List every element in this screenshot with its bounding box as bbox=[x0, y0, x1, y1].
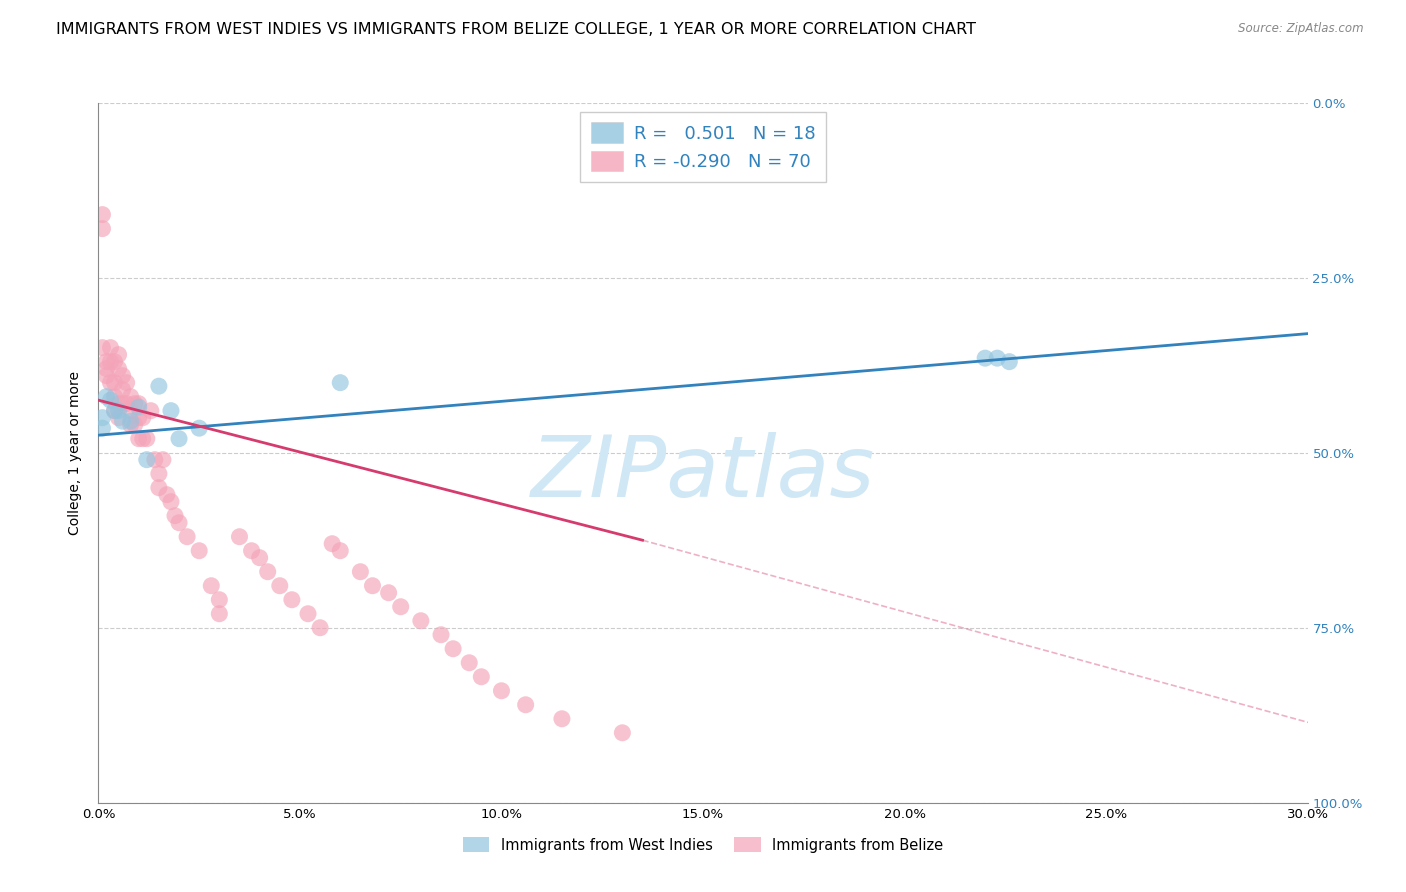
Point bbox=[148, 481, 170, 495]
Point bbox=[551, 712, 574, 726]
Point bbox=[132, 432, 155, 446]
Point bbox=[612, 726, 634, 740]
Point bbox=[132, 410, 155, 425]
Point bbox=[96, 354, 118, 368]
Point bbox=[329, 543, 352, 558]
Point bbox=[281, 592, 304, 607]
Point bbox=[470, 670, 492, 684]
Point bbox=[249, 550, 271, 565]
Point bbox=[200, 579, 222, 593]
Point bbox=[107, 361, 129, 376]
Point bbox=[100, 354, 122, 368]
Point bbox=[124, 397, 146, 411]
Point bbox=[228, 530, 250, 544]
Point bbox=[143, 452, 166, 467]
Point bbox=[96, 368, 118, 383]
Point bbox=[111, 368, 134, 383]
Point bbox=[430, 628, 453, 642]
Text: IMMIGRANTS FROM WEST INDIES VS IMMIGRANTS FROM BELIZE COLLEGE, 1 YEAR OR MORE CO: IMMIGRANTS FROM WEST INDIES VS IMMIGRANT… bbox=[56, 22, 976, 37]
Point bbox=[256, 565, 278, 579]
Point bbox=[96, 361, 118, 376]
Point bbox=[135, 432, 157, 446]
Point bbox=[128, 400, 150, 414]
Point bbox=[377, 586, 399, 600]
Point bbox=[208, 592, 231, 607]
Point bbox=[148, 467, 170, 481]
Point bbox=[160, 403, 183, 417]
Point bbox=[128, 397, 150, 411]
Point bbox=[135, 452, 157, 467]
Point bbox=[349, 565, 371, 579]
Point bbox=[128, 432, 150, 446]
Point bbox=[269, 579, 291, 593]
Point bbox=[91, 208, 114, 222]
Point bbox=[91, 421, 114, 435]
Point bbox=[91, 221, 114, 235]
Point bbox=[128, 410, 150, 425]
Point bbox=[103, 376, 125, 390]
Point bbox=[115, 397, 138, 411]
Point bbox=[100, 393, 122, 408]
Point bbox=[107, 403, 129, 417]
Point bbox=[103, 403, 125, 417]
Text: ZIPatlas: ZIPatlas bbox=[531, 433, 875, 516]
Point bbox=[515, 698, 537, 712]
Point bbox=[148, 379, 170, 393]
Point bbox=[103, 390, 125, 404]
Point bbox=[111, 383, 134, 397]
Point bbox=[103, 403, 125, 417]
Point bbox=[491, 683, 513, 698]
Point bbox=[100, 376, 122, 390]
Point bbox=[160, 494, 183, 508]
Point bbox=[152, 452, 174, 467]
Point bbox=[115, 376, 138, 390]
Point bbox=[139, 403, 162, 417]
Point bbox=[176, 530, 198, 544]
Point bbox=[103, 354, 125, 368]
Point bbox=[156, 488, 179, 502]
Point bbox=[120, 417, 142, 432]
Point bbox=[107, 410, 129, 425]
Point bbox=[120, 414, 142, 428]
Point bbox=[998, 354, 1021, 368]
Point bbox=[329, 376, 352, 390]
Point bbox=[458, 656, 481, 670]
Point bbox=[240, 543, 263, 558]
Y-axis label: College, 1 year or more: College, 1 year or more bbox=[69, 371, 83, 534]
Point bbox=[208, 607, 231, 621]
Point bbox=[163, 508, 186, 523]
Point bbox=[188, 543, 211, 558]
Point bbox=[120, 403, 142, 417]
Point bbox=[100, 341, 122, 355]
Point bbox=[309, 621, 332, 635]
Point bbox=[96, 390, 118, 404]
Point bbox=[297, 607, 319, 621]
Point bbox=[167, 432, 190, 446]
Point bbox=[986, 351, 1008, 366]
Text: Source: ZipAtlas.com: Source: ZipAtlas.com bbox=[1239, 22, 1364, 36]
Point bbox=[111, 414, 134, 428]
Point bbox=[167, 516, 190, 530]
Point bbox=[974, 351, 997, 366]
Legend: Immigrants from West Indies, Immigrants from Belize: Immigrants from West Indies, Immigrants … bbox=[457, 831, 949, 858]
Point bbox=[441, 641, 464, 656]
Point bbox=[409, 614, 432, 628]
Point bbox=[107, 397, 129, 411]
Point bbox=[107, 348, 129, 362]
Point bbox=[91, 341, 114, 355]
Point bbox=[389, 599, 412, 614]
Point bbox=[361, 579, 384, 593]
Point bbox=[188, 421, 211, 435]
Point bbox=[124, 417, 146, 432]
Point bbox=[111, 397, 134, 411]
Point bbox=[321, 537, 343, 551]
Point bbox=[120, 390, 142, 404]
Point bbox=[91, 410, 114, 425]
